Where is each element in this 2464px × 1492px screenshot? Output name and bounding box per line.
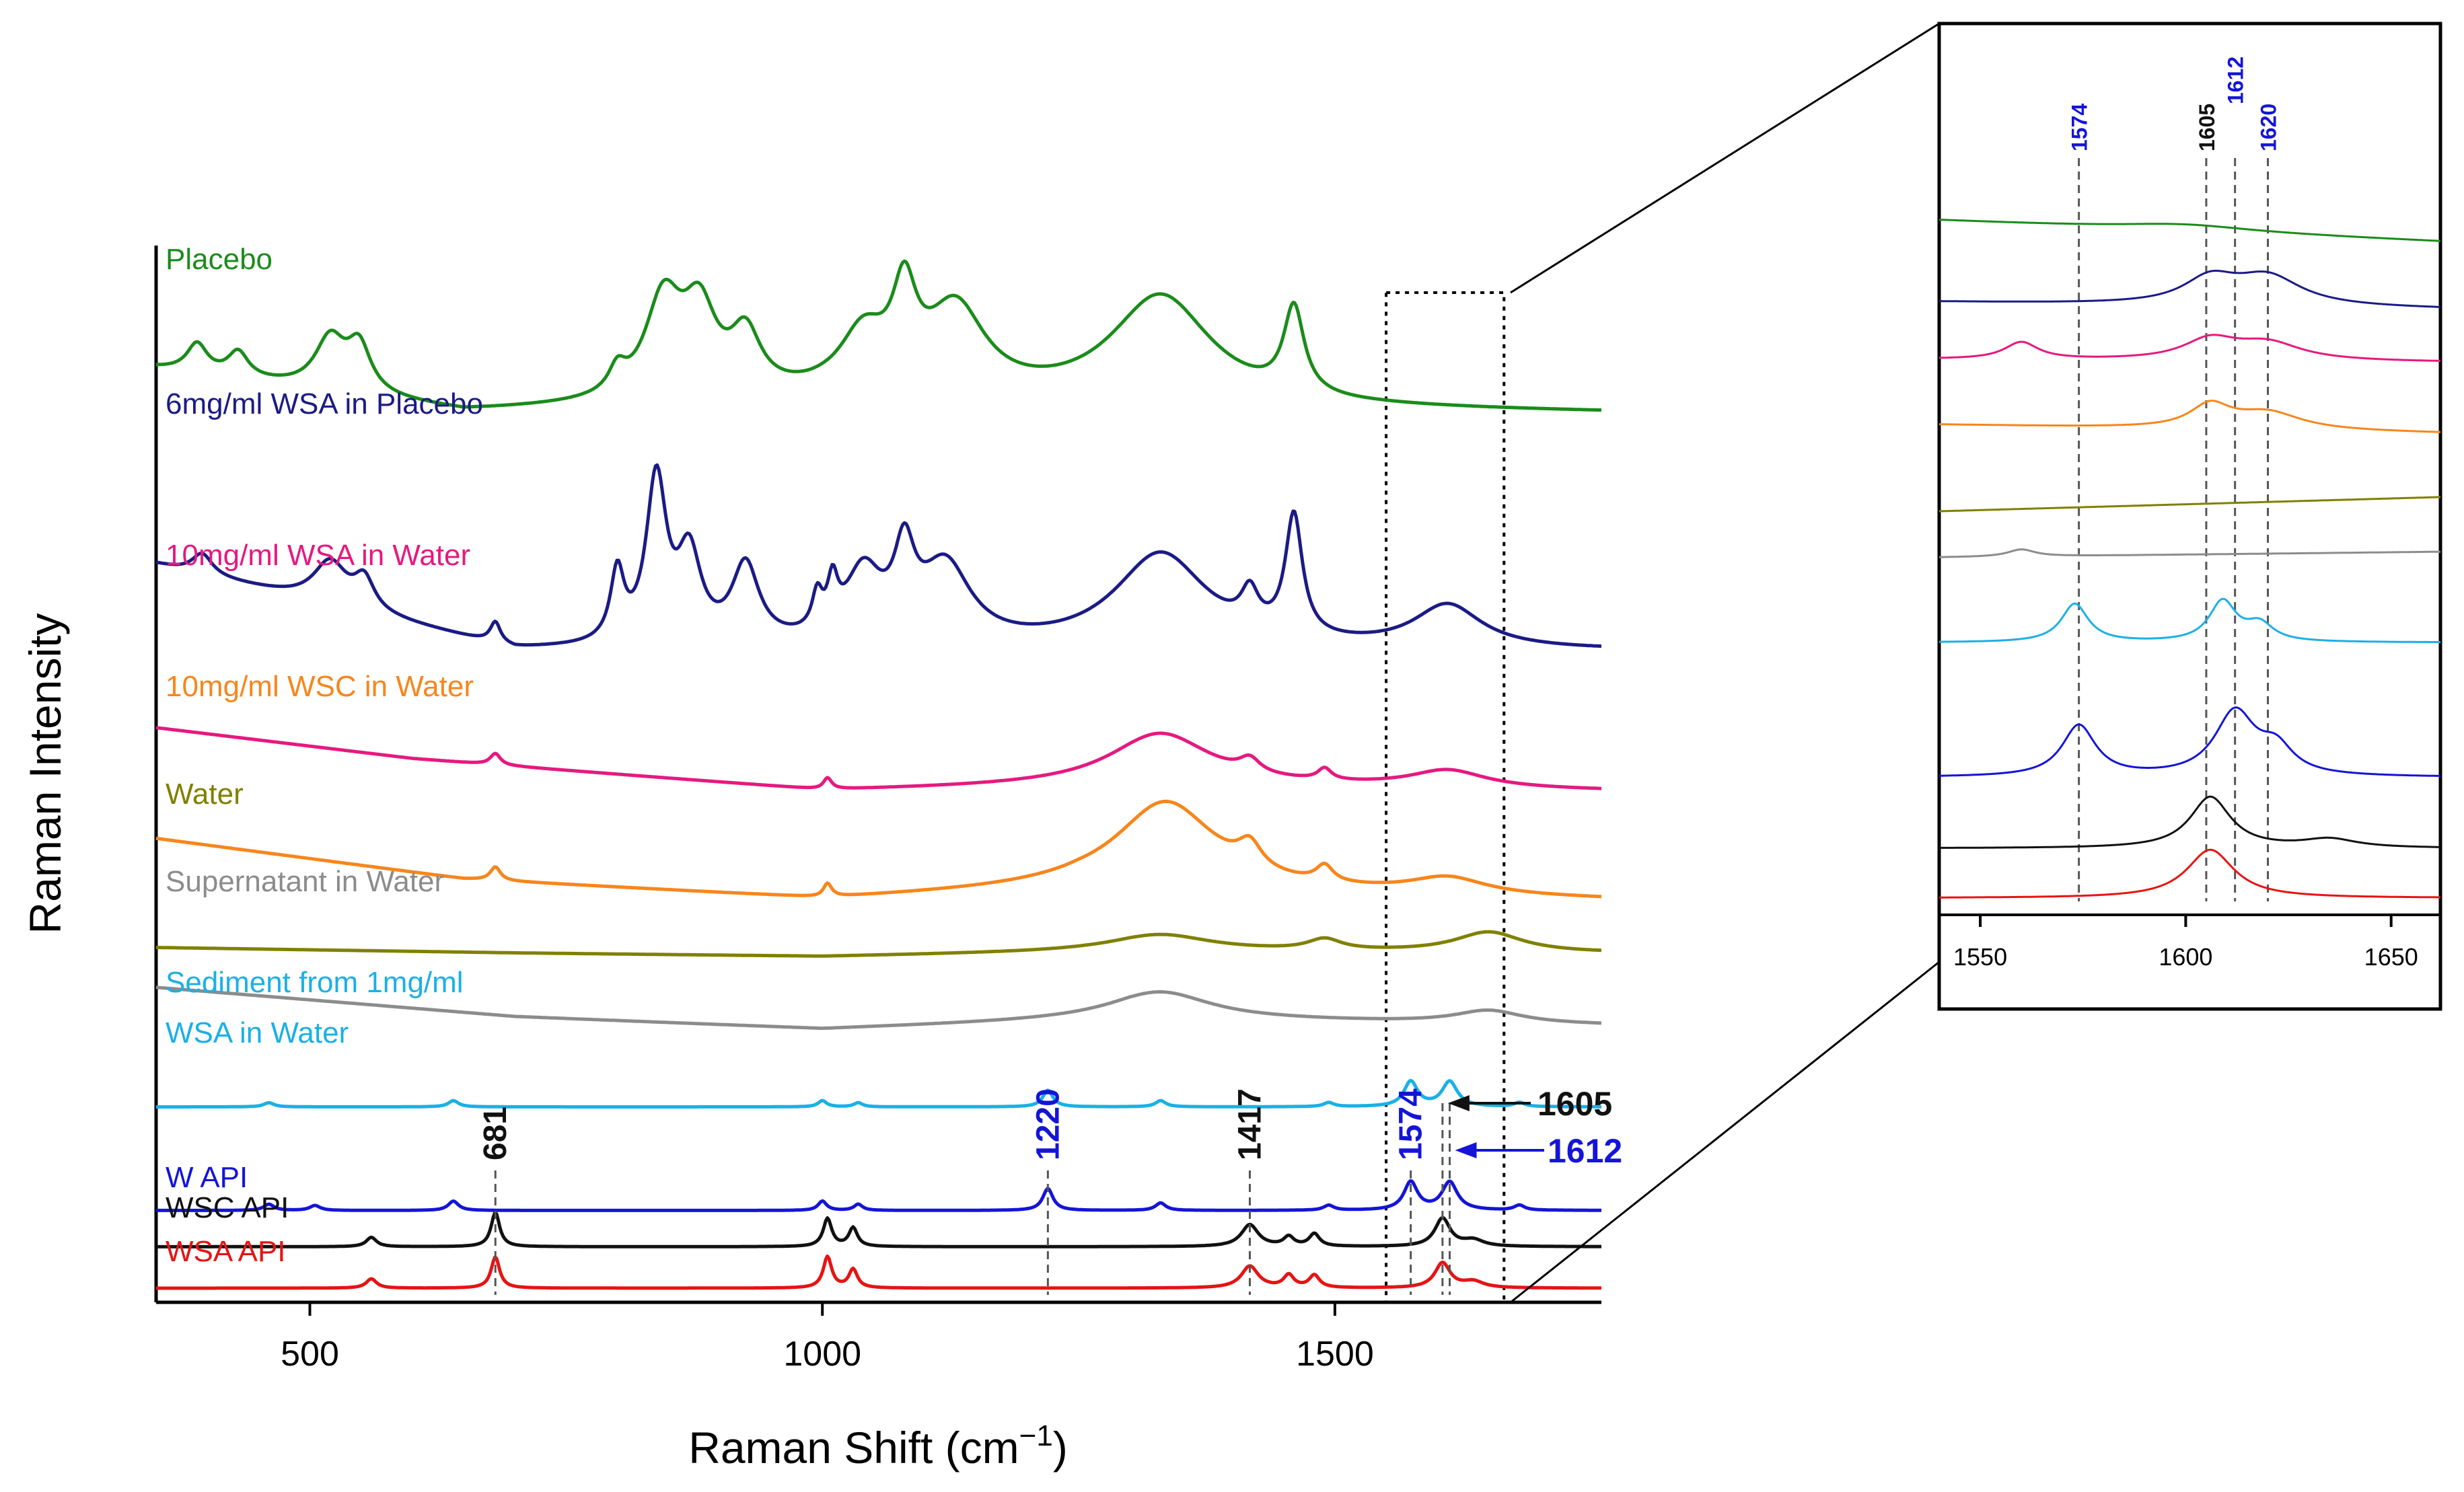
main-x-tick-label: 500 [281,1335,339,1374]
peak-label-1220: 1220 [1030,1088,1066,1160]
series-line-wsa-api [155,1254,1602,1290]
series-label-w-api: W API [166,1161,248,1194]
main-peak-annotations: 681 1220 1417 1574 1605 1612 [478,1085,1622,1295]
series-line-supernatant-in-water [155,985,1602,1031]
series-label-10mg-ml-wsa-in-water: 10mg/ml WSA in Water [166,539,470,572]
series-label-10mg-ml-wsc-in-water: 10mg/ml WSC in Water [166,670,474,703]
peak-label-1417: 1417 [1232,1088,1268,1160]
inset-series-line-10mg-ml-wsa-in-water [1938,334,2441,362]
inset-series-line-wsa-api [1938,848,2441,899]
inset-x-tick-label: 1600 [2159,943,2212,971]
inset-peak-label-1612: 1612 [2224,57,2248,104]
inset-series-line-water [1938,496,2441,513]
zoom-dotted-box [1385,291,1506,1304]
inset-series-group [1938,219,2441,899]
series-line-10mg-ml-wsc-in-water [155,799,1602,899]
series-label-water: Water [166,778,244,811]
peak-label-1605: 1605 [1537,1085,1612,1123]
inset-peak-label-1605: 1605 [2195,104,2219,151]
arrow-head-1612 [1455,1142,1477,1158]
inset-series-line-6mg-ml-wsa-in-placebo [1938,270,2441,308]
inset-x-ticks: 1550 1600 1650 [1953,915,2418,971]
series-line-sediment-from-1mg-ml [155,1078,1602,1109]
series-line-w-api [155,1179,1602,1212]
series-label-sediment-from-1mg-ml: Sediment from 1mg/ml [166,966,464,999]
x-axis-label-text: Raman Shift (cm [688,1423,1019,1472]
inset-x-tick-label: 1650 [2364,943,2418,971]
x-axis-label: Raman Shift (cm−1) [688,1419,1068,1472]
zoom-region-box [1385,291,1506,1304]
main-x-tick-label: 1000 [783,1335,861,1374]
main-spectra-panel: 500 1000 1500 681 1220 1417 1574 1605 1612 Plac… [20,243,1622,1472]
series-line-10mg-ml-wsa-in-water [155,726,1602,790]
arrow-head-1605 [1447,1095,1470,1111]
inset-series-line-supernatant-in-water [1938,548,2441,558]
peak-label-1612: 1612 [1548,1132,1622,1170]
series-label-wsa-in-water: WSA in Water [166,1016,349,1049]
x-axis-label-superscript: −1 [1019,1419,1053,1452]
zoom-connector-top [1510,22,1940,294]
series-line-wsc-api [155,1211,1602,1248]
peak-label-1574: 1574 [1393,1088,1429,1160]
main-x-tick-label: 1500 [1296,1335,1374,1374]
series-label-wsa-api: WSA API [166,1235,286,1268]
main-series-group [155,259,1602,1290]
main-series-labels: Placebo 6mg/ml WSA in Placebo 10mg/ml WSA … [166,243,483,1268]
peak-label-681: 681 [478,1107,513,1160]
inset-series-line-sediment-from-1mg-ml-wsa-in-water [1938,597,2441,643]
inset-frame [1937,22,2442,1011]
inset-series-line-wsc-api [1938,795,2441,849]
series-label-supernatant-in-water: Supernatant in Water [166,865,444,898]
inset-series-line-w-api [1938,706,2441,777]
main-x-ticks: 500 1000 1500 [281,1302,1374,1374]
inset-series-line-placebo [1938,219,2441,242]
series-line-placebo [155,259,1602,412]
x-axis-label-close: ) [1053,1423,1068,1472]
series-label-placebo: Placebo [166,243,273,276]
inset-series-line-10mg-ml-wsc-in-water [1938,400,2441,433]
inset-x-tick-label: 1550 [1953,943,2007,971]
y-axis-label: Raman Intensity [20,613,70,934]
series-label-6mg-ml-wsa-in-placebo: 6mg/ml WSA in Placebo [166,387,483,420]
zoom-connector-bottom [1510,961,1940,1304]
inset-peak-label-1620: 1620 [2257,104,2281,151]
series-line-water [155,930,1602,958]
series-line-6mg-ml-wsa-in-placebo [155,463,1602,648]
series-label-wsc-api: WSC API [166,1191,289,1224]
inset-peak-label-1574: 1574 [2068,104,2092,151]
